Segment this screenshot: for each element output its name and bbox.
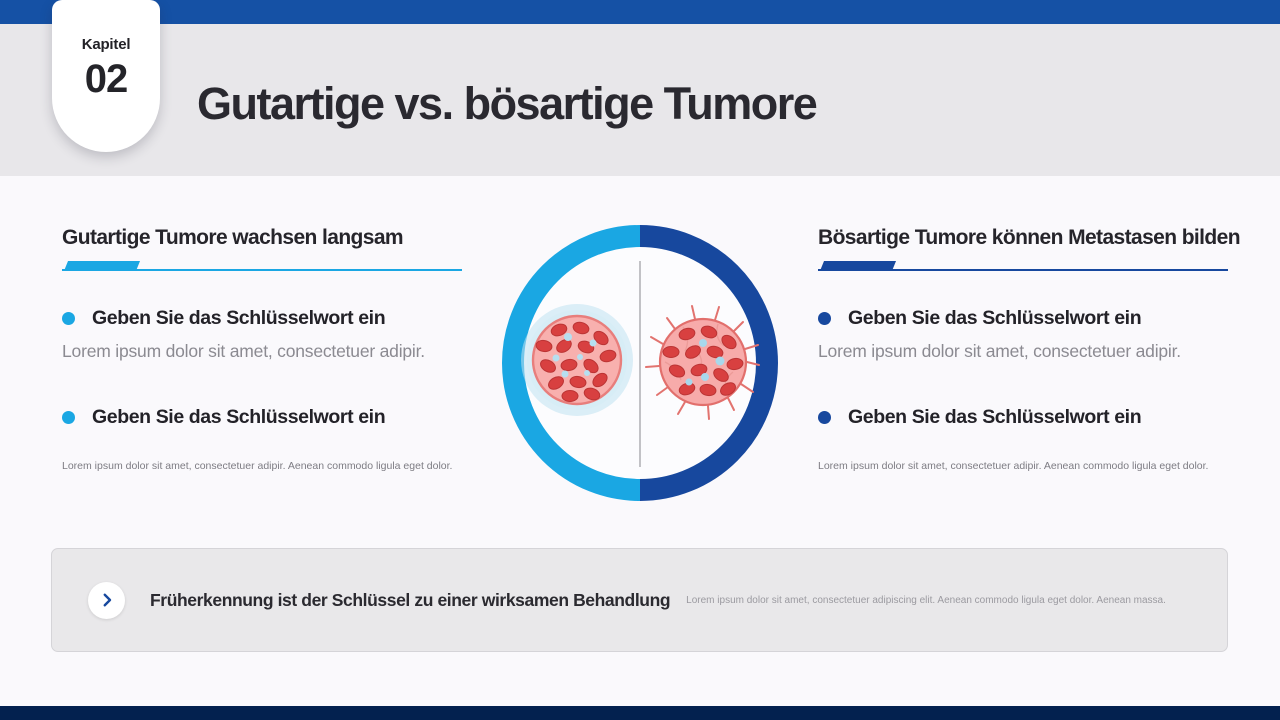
bullet-dot-icon <box>62 411 75 424</box>
bottom-accent-bar <box>0 706 1280 720</box>
malignant-bullet-2-desc: Lorem ipsum dolor sit amet, consectetuer… <box>818 460 1209 472</box>
benign-bullet-1: Geben Sie das Schlüsselwort ein <box>62 307 462 330</box>
ring-malignant-half <box>639 225 778 501</box>
benign-column: Gutartige Tumore wachsen langsam Geben S… <box>62 226 462 472</box>
malignant-tumor-icon <box>645 305 760 420</box>
malignant-bullet-1-desc: Lorem ipsum dolor sit amet, consectetuer… <box>818 341 1181 361</box>
bullet-title: Geben Sie das Schlüsselwort ein <box>848 307 1142 329</box>
rule-line <box>62 268 462 271</box>
chevron-right-icon <box>88 581 125 619</box>
footer-description: Lorem ipsum dolor sit amet, consectetuer… <box>686 594 1166 606</box>
bullet-dot-icon <box>62 312 75 325</box>
benign-heading: Gutartige Tumore wachsen langsam <box>62 226 404 249</box>
bullet-dot-icon <box>818 312 831 325</box>
bullet-title: Geben Sie das Schlüsselwort ein <box>92 406 386 428</box>
malignant-heading-rule <box>818 261 1228 271</box>
malignant-heading: Bösartige Tumore können Metastasen bilde… <box>818 226 1241 249</box>
rule-accent <box>63 261 141 271</box>
chapter-number: 02 <box>84 57 128 101</box>
benign-bullet-2: Geben Sie das Schlüsselwort ein <box>62 406 462 429</box>
bullet-title: Geben Sie das Schlüsselwort ein <box>848 406 1142 428</box>
benign-tumor-icon <box>521 304 633 416</box>
slide-header <box>0 24 1280 176</box>
rule-line <box>818 268 1228 271</box>
malignant-bullet-1: Geben Sie das Schlüsselwort ein <box>818 307 1228 330</box>
rule-accent <box>819 261 897 271</box>
top-accent-bar <box>0 0 1280 24</box>
chapter-label: Kapitel <box>81 36 131 53</box>
ring-benign-half <box>502 225 641 501</box>
footer-headline: Früherkennung ist der Schlüssel zu einer… <box>150 589 671 610</box>
footer-callout: Früherkennung ist der Schlüssel zu einer… <box>51 548 1228 652</box>
benign-bullet-2-desc: Lorem ipsum dolor sit amet, consectetuer… <box>62 460 453 472</box>
tumor-comparison-illustration <box>502 225 778 501</box>
benign-heading-rule <box>62 261 462 271</box>
chapter-badge: Kapitel 02 <box>52 0 160 152</box>
benign-bullet-1-desc: Lorem ipsum dolor sit amet, consectetuer… <box>62 341 425 361</box>
malignant-bullet-2: Geben Sie das Schlüsselwort ein <box>818 406 1228 429</box>
malignant-column: Bösartige Tumore können Metastasen bilde… <box>818 226 1241 472</box>
bullet-title: Geben Sie das Schlüsselwort ein <box>92 307 386 329</box>
bullet-dot-icon <box>818 411 831 424</box>
page-title: Gutartige vs. bösartige Tumore <box>197 78 818 129</box>
